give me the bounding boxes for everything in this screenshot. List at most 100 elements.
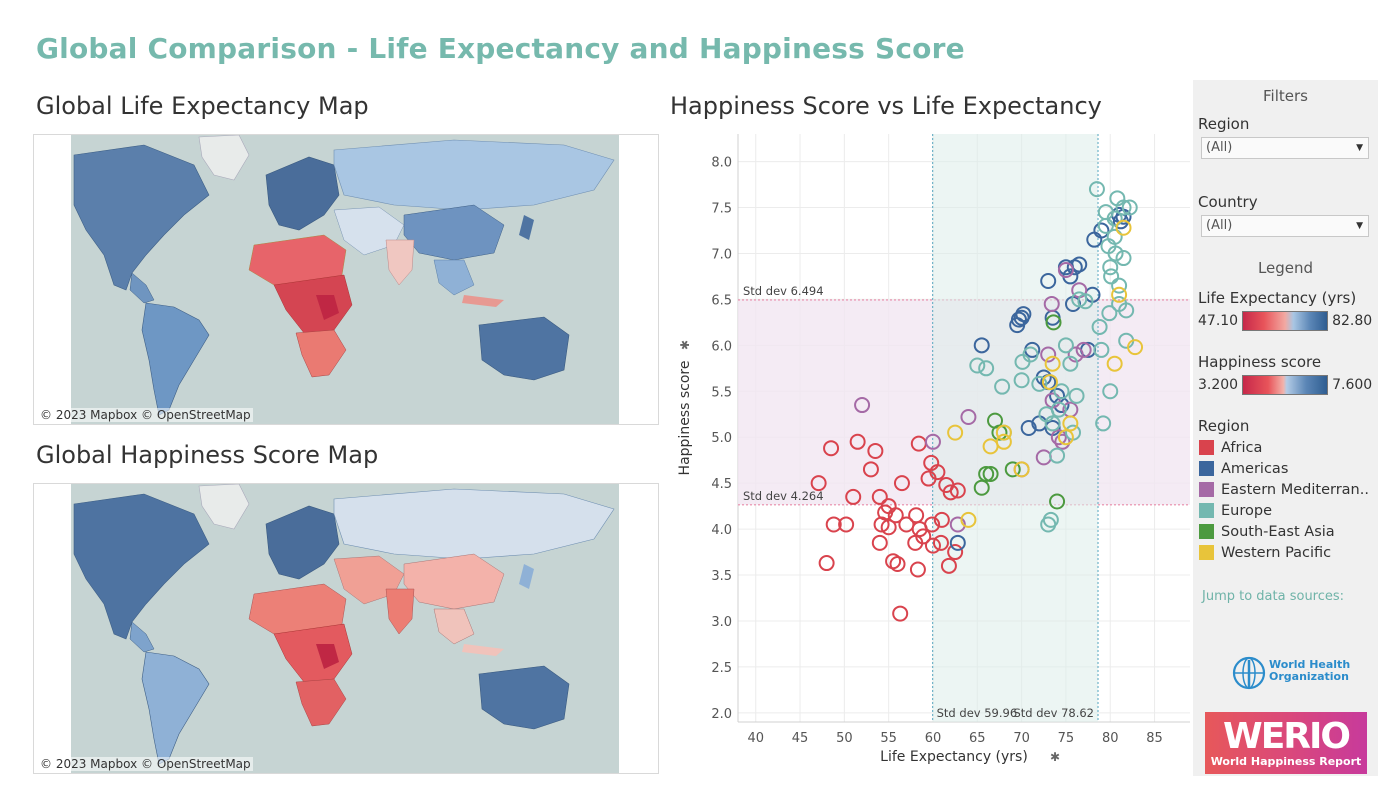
data-point[interactable] — [880, 519, 897, 536]
data-point[interactable] — [838, 516, 855, 533]
life-expectancy-map[interactable]: © 2023 Mapbox © OpenStreetMap — [33, 134, 659, 425]
data-point[interactable] — [932, 534, 949, 551]
region-legend-item[interactable]: Eastern Mediterran.. — [1199, 481, 1378, 498]
data-point[interactable] — [1121, 199, 1138, 216]
data-point[interactable] — [915, 528, 932, 545]
data-point[interactable] — [1093, 341, 1110, 358]
data-point[interactable] — [1095, 415, 1112, 432]
data-point[interactable] — [929, 464, 946, 481]
data-point[interactable] — [1103, 268, 1120, 285]
happiness-vs-life-scatter[interactable]: Std dev 6.494 Std dev 4.264 Std dev 59.96S… — [670, 128, 1190, 773]
data-point[interactable] — [924, 433, 941, 450]
data-point[interactable] — [995, 433, 1012, 450]
data-point[interactable] — [1020, 420, 1037, 436]
happiness-score-map[interactable]: © 2023 Mapbox © OpenStreetMap — [33, 483, 659, 774]
data-point[interactable] — [1071, 291, 1088, 308]
data-point[interactable] — [1044, 355, 1061, 372]
data-point[interactable] — [1115, 250, 1132, 267]
region-legend-item[interactable]: Europe — [1199, 502, 1378, 519]
data-point[interactable] — [1102, 259, 1119, 276]
data-point[interactable] — [949, 516, 966, 533]
region-filter-select[interactable]: (All) ▼ — [1201, 137, 1369, 159]
data-point[interactable] — [973, 337, 990, 354]
data-point[interactable] — [909, 561, 926, 578]
data-point[interactable] — [1040, 273, 1057, 289]
data-point[interactable] — [947, 544, 964, 561]
data-point[interactable] — [924, 516, 941, 533]
data-point[interactable] — [825, 516, 842, 533]
data-point[interactable] — [818, 555, 835, 572]
data-point[interactable] — [889, 555, 906, 572]
data-point[interactable] — [871, 488, 888, 505]
data-point[interactable] — [1118, 302, 1135, 319]
data-point[interactable] — [854, 397, 871, 414]
chevron-down-icon[interactable]: ▼ — [1356, 221, 1363, 231]
data-point[interactable] — [1013, 461, 1030, 478]
data-point[interactable] — [960, 408, 977, 425]
data-point[interactable] — [892, 605, 909, 622]
data-point[interactable] — [871, 534, 888, 551]
y-pin-icon[interactable]: ✱ — [678, 340, 692, 350]
data-point[interactable] — [982, 465, 999, 482]
data-point[interactable] — [1015, 306, 1032, 323]
country-filter-select[interactable]: (All) ▼ — [1201, 215, 1369, 237]
data-point[interactable] — [1062, 355, 1079, 372]
data-point[interactable] — [942, 484, 959, 501]
data-point[interactable] — [1031, 375, 1048, 392]
data-point[interactable] — [1127, 339, 1144, 356]
data-point[interactable] — [973, 479, 990, 496]
data-point[interactable] — [1101, 305, 1118, 322]
who-logo[interactable]: World Health Organization — [1231, 656, 1371, 690]
data-point[interactable] — [947, 424, 964, 441]
data-point[interactable] — [1049, 493, 1066, 510]
data-point[interactable] — [1050, 401, 1067, 418]
data-point[interactable] — [991, 424, 1008, 441]
data-point[interactable] — [1042, 511, 1059, 528]
data-point[interactable] — [1071, 256, 1088, 273]
data-point[interactable] — [1102, 383, 1119, 400]
data-point[interactable] — [1067, 346, 1084, 363]
data-point[interactable] — [1088, 181, 1105, 198]
data-point[interactable] — [1054, 433, 1071, 450]
data-point[interactable] — [1062, 415, 1079, 432]
data-point[interactable] — [823, 440, 840, 457]
data-point[interactable] — [1115, 199, 1132, 216]
data-point[interactable] — [845, 488, 862, 505]
data-point[interactable] — [1044, 415, 1061, 432]
data-point[interactable] — [924, 537, 941, 554]
data-point[interactable] — [1115, 219, 1132, 236]
data-point[interactable] — [867, 442, 884, 459]
data-point[interactable] — [1049, 447, 1066, 464]
data-point[interactable] — [849, 433, 866, 450]
data-point[interactable] — [1057, 337, 1074, 354]
data-point[interactable] — [1040, 346, 1057, 363]
data-point[interactable] — [1053, 383, 1070, 400]
data-point[interactable] — [1004, 461, 1021, 478]
data-point[interactable] — [960, 511, 977, 528]
data-point[interactable] — [1093, 222, 1110, 239]
data-point[interactable] — [969, 357, 986, 374]
data-point[interactable] — [1050, 429, 1067, 446]
data-point[interactable] — [893, 475, 910, 492]
data-point[interactable] — [933, 511, 950, 528]
scatter-points[interactable] — [810, 181, 1144, 622]
data-point[interactable] — [1106, 228, 1123, 245]
map-credit[interactable]: © 2023 Mapbox © OpenStreetMap — [38, 757, 253, 771]
data-point[interactable] — [1013, 372, 1030, 389]
data-point[interactable] — [994, 378, 1011, 395]
data-point[interactable] — [1057, 261, 1074, 278]
data-point[interactable] — [887, 507, 904, 524]
data-point[interactable] — [1045, 314, 1062, 331]
whr-logo[interactable]: WERIO World Happiness Report — [1205, 712, 1367, 774]
data-point[interactable] — [949, 534, 966, 551]
data-point[interactable] — [1041, 374, 1058, 391]
data-point[interactable] — [978, 465, 995, 482]
data-point[interactable] — [1111, 286, 1128, 303]
data-point[interactable] — [1107, 245, 1124, 262]
data-point[interactable] — [862, 461, 879, 478]
data-point[interactable] — [995, 424, 1012, 441]
data-point[interactable] — [1043, 295, 1060, 312]
data-point[interactable] — [1022, 346, 1039, 363]
data-point[interactable] — [949, 482, 966, 499]
data-point[interactable] — [1106, 355, 1123, 372]
